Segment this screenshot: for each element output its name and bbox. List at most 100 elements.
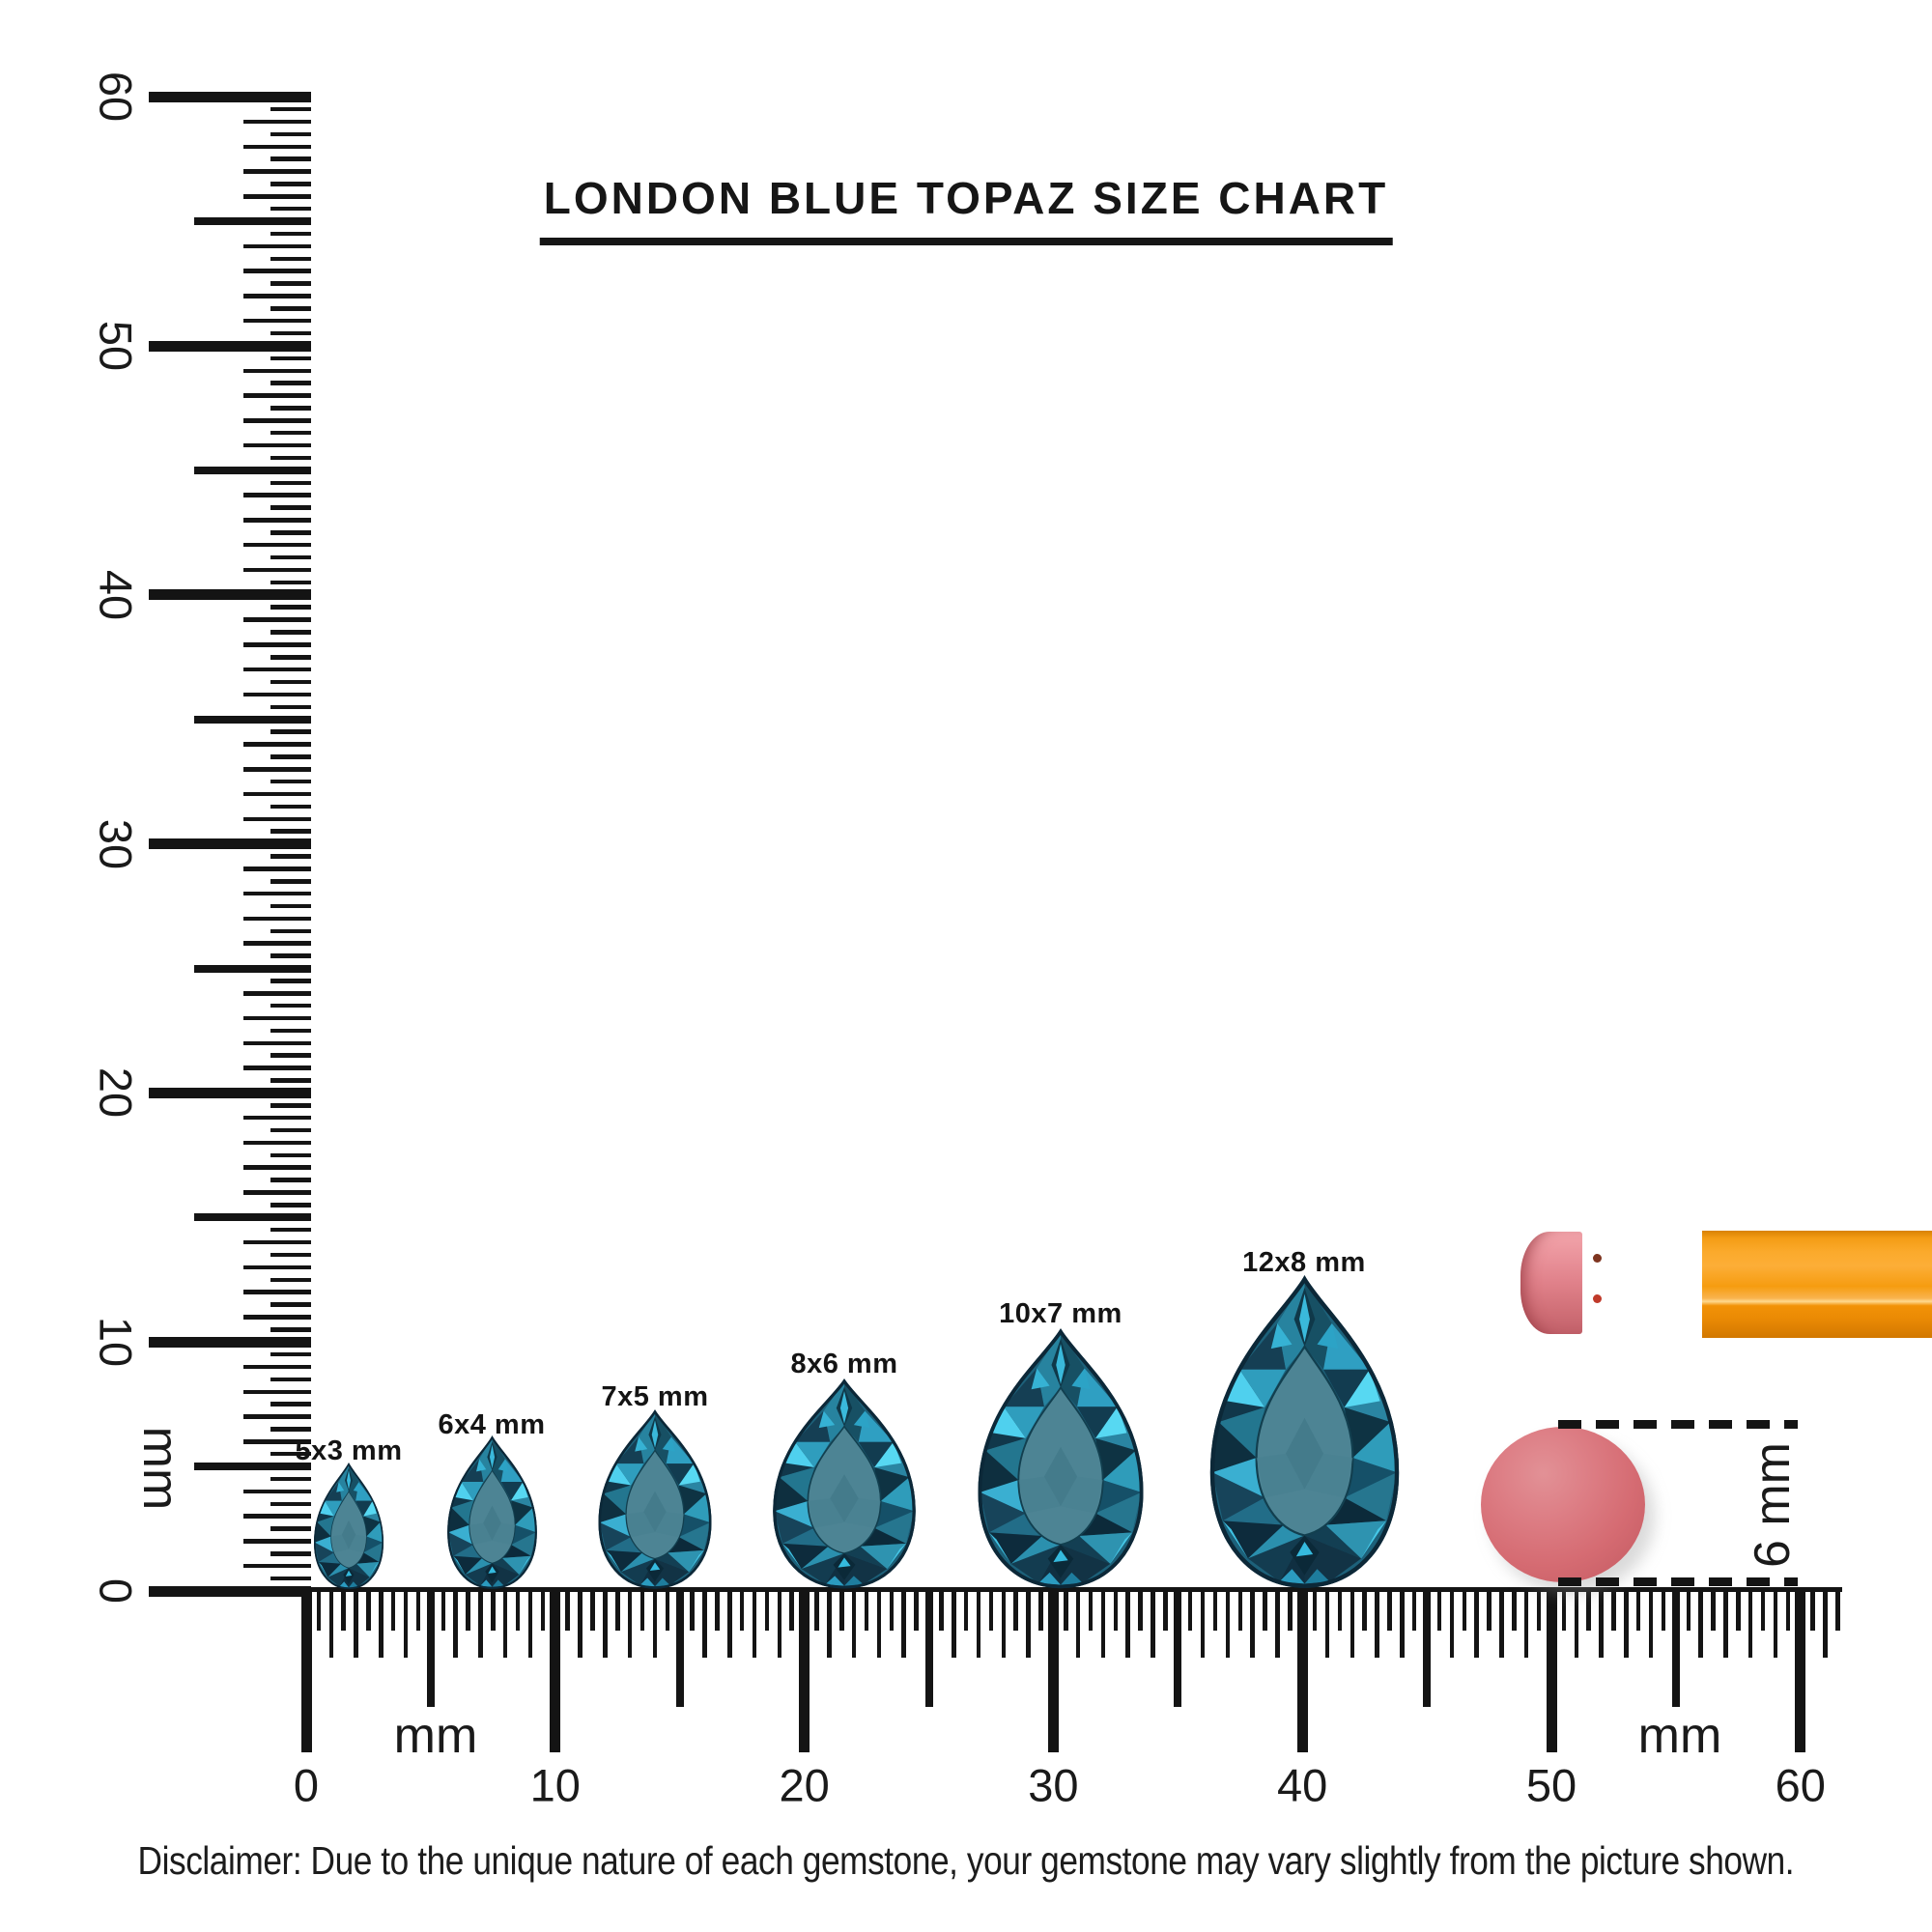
hruler-tick	[1337, 1590, 1343, 1631]
vruler-tick	[270, 530, 311, 535]
vruler-tick	[243, 1190, 311, 1195]
gem-illustration	[313, 1463, 384, 1590]
vruler-tick	[270, 206, 311, 212]
hruler-tick	[1760, 1590, 1766, 1631]
hruler-tick	[1462, 1590, 1467, 1631]
disc-size-label: 6 mm	[1745, 1442, 1801, 1568]
hruler-tick	[901, 1590, 906, 1658]
hruler-tick	[1288, 1590, 1293, 1631]
gem-illustration	[978, 1329, 1144, 1589]
hruler-tick	[1047, 1590, 1059, 1752]
vruler-tick	[243, 767, 311, 772]
vruler-tick	[243, 1115, 311, 1121]
vruler-tick	[270, 1302, 311, 1307]
vruler-tick	[270, 655, 311, 660]
hruler-tick	[777, 1590, 782, 1658]
hruler-tick	[440, 1590, 446, 1631]
gem-8x6-mm	[765, 1378, 923, 1590]
vruler-tick	[194, 715, 311, 724]
vruler-tick	[243, 518, 311, 523]
hruler-tick	[789, 1590, 794, 1631]
vruler-number: 40	[90, 569, 142, 620]
hruler-tick	[1100, 1590, 1106, 1658]
vruler-tick	[243, 816, 311, 822]
vruler-tick	[270, 979, 311, 983]
hruler-tick	[1546, 1590, 1557, 1752]
vruler-tick	[270, 953, 311, 958]
gem-5x3-mm	[310, 1463, 387, 1590]
vruler-number: 60	[90, 71, 142, 123]
gem-12x8-mm	[1200, 1275, 1409, 1590]
hruler-number: 40	[1277, 1759, 1328, 1811]
vruler-tick	[270, 1427, 311, 1432]
hruler-tick	[1250, 1590, 1255, 1658]
vruler-tick	[243, 991, 311, 996]
hruler-tick	[799, 1590, 810, 1752]
vruler-tick	[243, 1040, 311, 1046]
vruler-tick	[149, 91, 311, 102]
vruler-tick	[243, 742, 311, 747]
vruler-tick	[243, 1389, 311, 1394]
hruler-tick	[1151, 1590, 1155, 1658]
hruler-tick	[652, 1590, 658, 1658]
vruler-tick	[243, 119, 311, 125]
vruler-tick	[270, 131, 311, 137]
vruler-tick	[194, 964, 311, 973]
hruler-tick	[478, 1590, 483, 1658]
gem-7x5-mm	[592, 1409, 718, 1590]
hruler-tick	[1375, 1590, 1379, 1658]
hruler-tick	[1263, 1590, 1267, 1631]
vruler-tick	[270, 754, 311, 759]
vruler-tick	[270, 1351, 311, 1357]
hruler-tick	[1785, 1590, 1791, 1631]
vruler-tick	[270, 182, 311, 186]
hruler-tick	[1536, 1590, 1542, 1631]
hruler-tick	[627, 1590, 633, 1658]
hruler-tick	[1523, 1590, 1529, 1658]
hruler-tick	[1671, 1590, 1680, 1707]
vruler-tick	[243, 617, 311, 622]
vruler-tick	[270, 704, 311, 710]
vruler-tick	[270, 355, 311, 361]
vruler-tick	[243, 294, 311, 298]
gem-illustration	[598, 1410, 712, 1589]
vruler-tick	[270, 554, 311, 560]
hruler-tick	[590, 1590, 595, 1631]
vruler-tick	[270, 1252, 311, 1258]
vruler-tick	[270, 480, 311, 486]
hruler-tick	[615, 1590, 620, 1631]
hruler-tick	[540, 1590, 546, 1631]
hruler-tick	[952, 1590, 956, 1658]
hruler-tick	[1835, 1590, 1840, 1631]
eraser-disc	[1481, 1427, 1645, 1582]
vruler-tick	[194, 1463, 311, 1471]
hruler-tick	[366, 1590, 371, 1631]
hruler-tick	[1387, 1590, 1392, 1631]
gem-size-label: 12x8 mm	[1242, 1247, 1366, 1278]
hruler-tick	[864, 1590, 869, 1631]
gem-size-label: 8x6 mm	[790, 1349, 898, 1379]
gem-illustration	[1200, 1275, 1409, 1590]
hruler-tick	[1474, 1590, 1479, 1658]
vruler-tick	[270, 1152, 311, 1158]
hruler-tick	[550, 1590, 561, 1752]
vruler-tick	[194, 466, 311, 474]
vruler-tick	[243, 891, 311, 896]
hruler-tick	[502, 1590, 508, 1658]
pencil-body	[1702, 1231, 1932, 1338]
vruler-tick	[243, 1315, 311, 1320]
vruler-tick	[270, 1576, 311, 1581]
hruler-tick	[300, 1590, 312, 1752]
hruler-number: 20	[779, 1759, 830, 1811]
gem-size-label: 5x3 mm	[295, 1435, 403, 1466]
hruler-tick	[752, 1590, 757, 1658]
vruler-tick	[243, 318, 311, 324]
vruler-tick	[270, 1277, 311, 1282]
disclaimer: Disclaimer: Due to the unique nature of …	[0, 1838, 1932, 1884]
hruler-number: 30	[1028, 1759, 1079, 1811]
hruler-tick	[1324, 1590, 1330, 1658]
hruler-tick	[1275, 1590, 1280, 1658]
vruler-tick	[149, 1336, 311, 1348]
hruler-tick	[1225, 1590, 1231, 1658]
hruler-tick	[1635, 1590, 1641, 1631]
